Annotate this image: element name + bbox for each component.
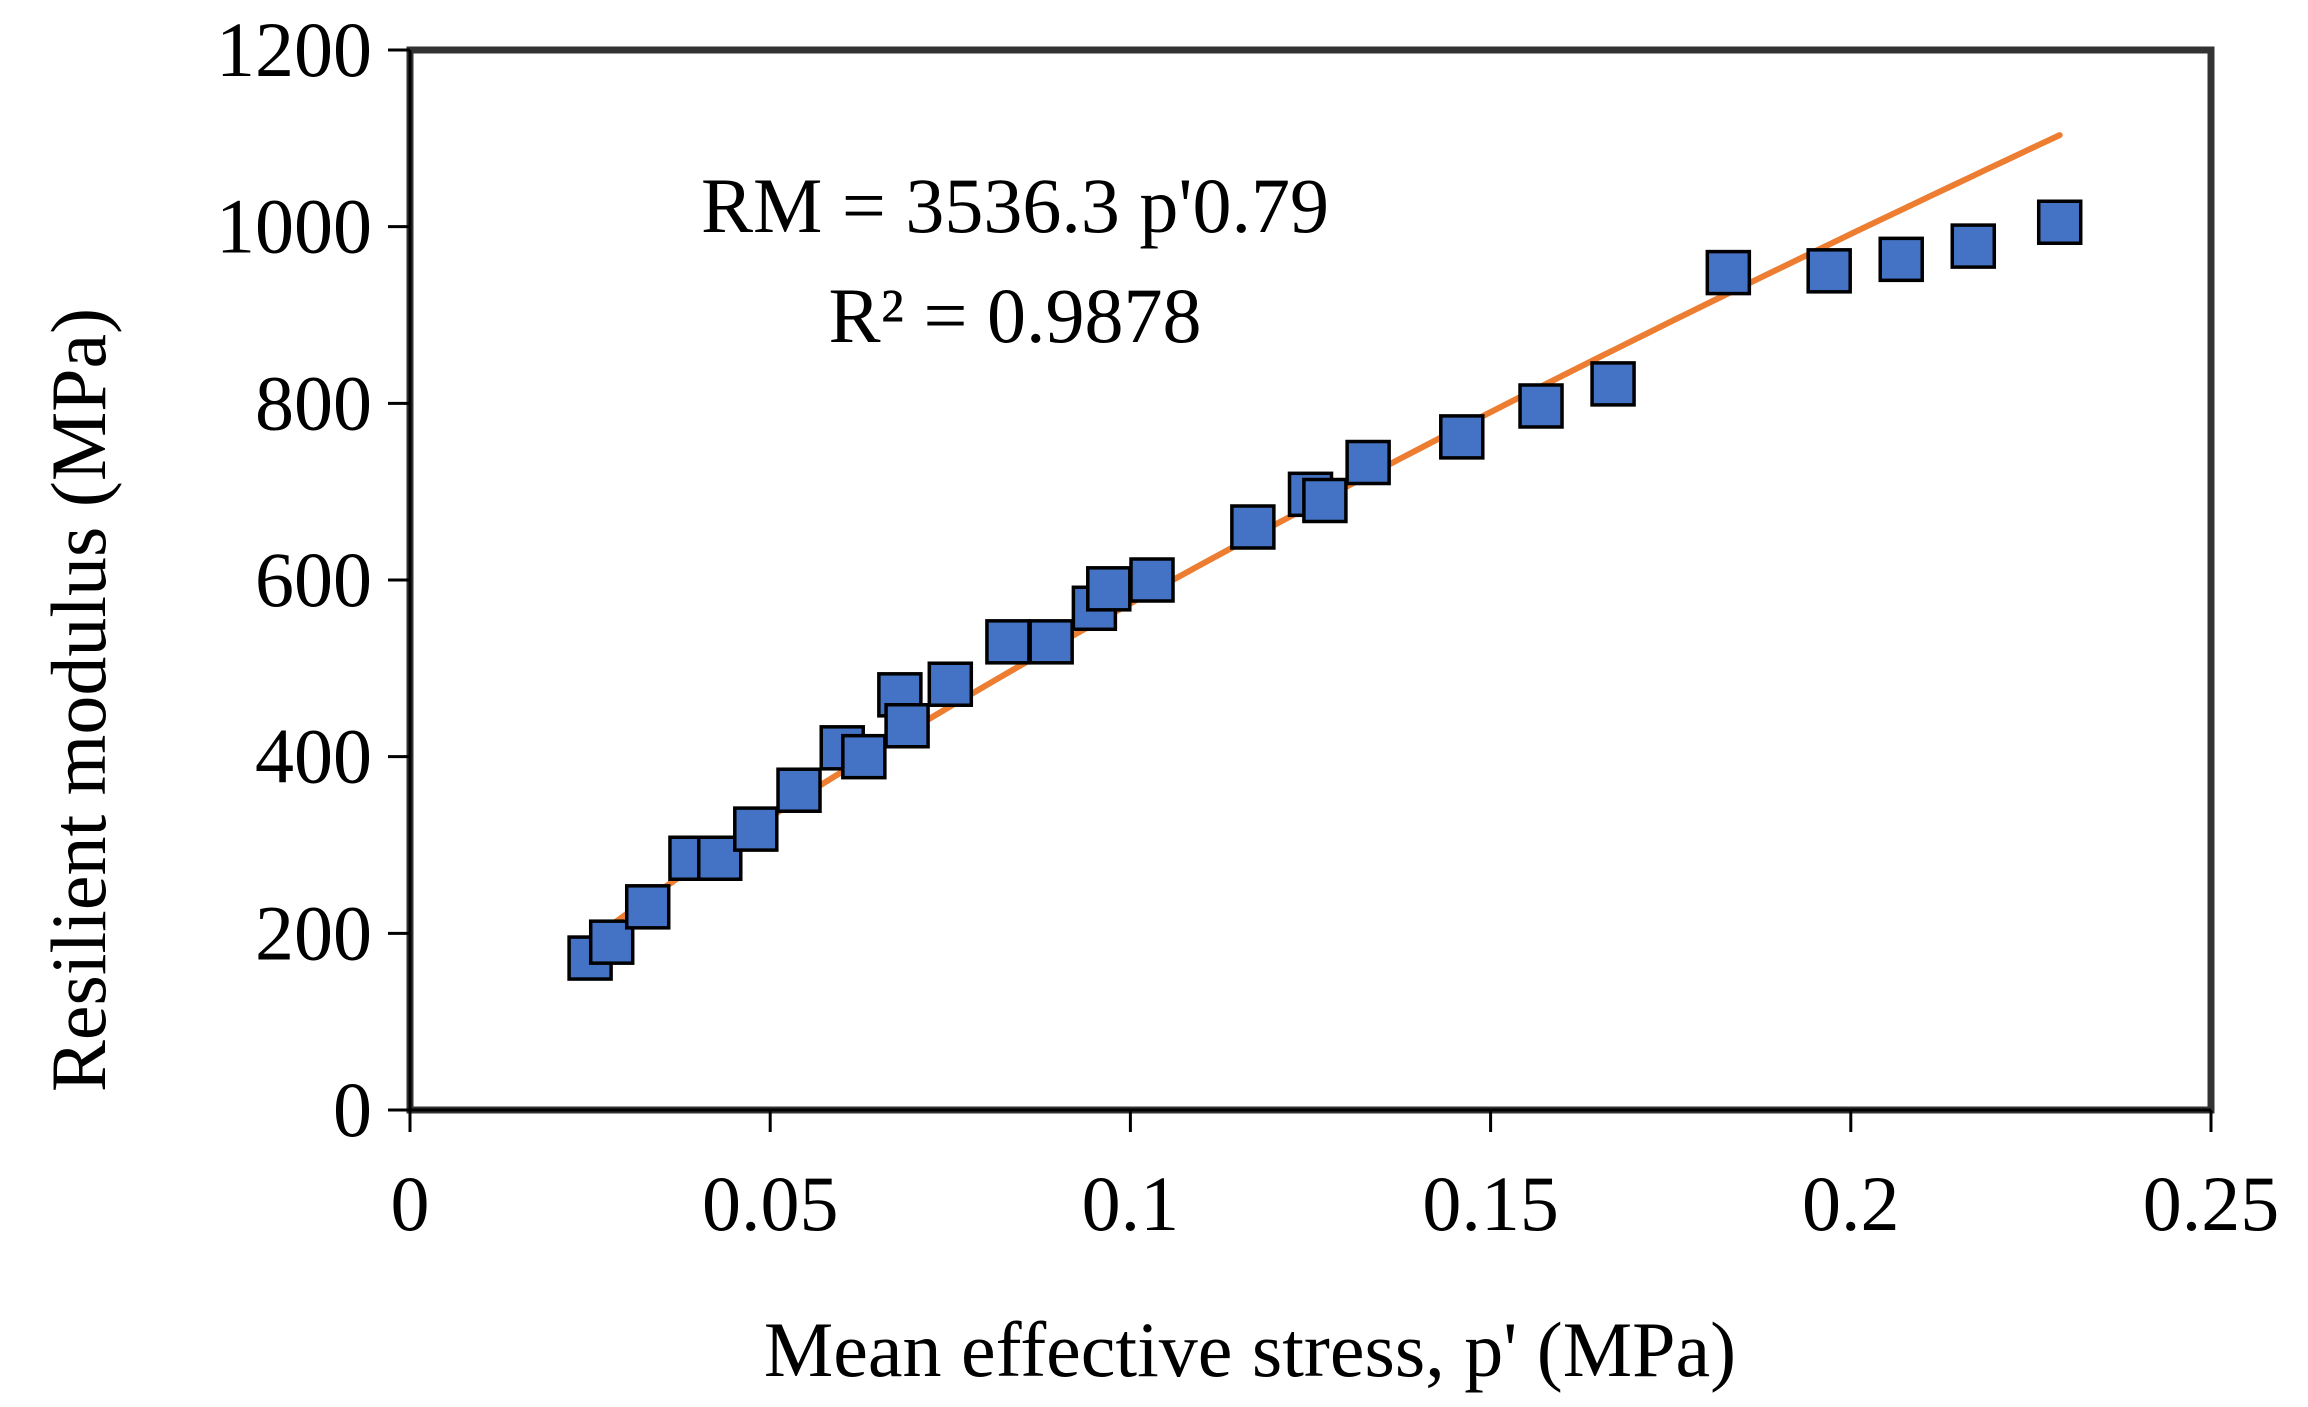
data-point: [1028, 619, 1074, 665]
data-point: [1518, 383, 1564, 429]
data-point: [2036, 199, 2083, 245]
y-tick-label: 1200: [216, 6, 372, 93]
y-tick-label: 0: [333, 1066, 372, 1153]
data-point: [624, 884, 671, 930]
x-tick-label: 0.05: [702, 1160, 839, 1247]
data-point: [1302, 477, 1348, 524]
x-tick-label: 0: [391, 1160, 430, 1247]
data-points-layer: [567, 199, 2083, 981]
y-axis: 0 200 400 600 800 1000 1200: [216, 6, 412, 1153]
data-point: [1950, 223, 1997, 269]
data-point: [588, 919, 635, 965]
data-point: [1806, 248, 1852, 294]
y-tick-label: 200: [255, 889, 372, 976]
x-tick-label: 0.1: [1082, 1160, 1180, 1247]
x-tick-label: 0.25: [2143, 1160, 2280, 1247]
data-point: [1878, 236, 1924, 283]
data-point: [1590, 361, 1636, 407]
data-point: [1129, 557, 1175, 603]
data-point: [927, 661, 974, 707]
data-point: [1086, 566, 1132, 612]
y-tick-label: 600: [255, 536, 372, 623]
y-tick-label: 1000: [216, 183, 372, 270]
data-point: [841, 733, 887, 780]
x-tick-label: 0.15: [1422, 1160, 1559, 1247]
data-point: [985, 619, 1031, 665]
x-axis-title: Mean effective stress, p' (MPa): [764, 1306, 1736, 1393]
y-tick-label: 800: [255, 359, 372, 446]
r-squared-label: R² = 0.9878: [829, 272, 1202, 359]
data-point: [1439, 414, 1485, 460]
x-tick-label: 0.2: [1802, 1160, 1900, 1247]
data-point: [1230, 504, 1276, 550]
data-point: [1345, 439, 1391, 486]
data-point: [884, 703, 930, 749]
data-point: [1705, 249, 1752, 296]
fit-equation: RM = 3536.3 p'0.79: [701, 162, 1329, 249]
data-point: [733, 806, 779, 852]
data-point: [776, 767, 822, 813]
y-tick-label: 400: [255, 713, 372, 800]
x-axis: 0 0.05 0.1 0.15 0.2 0.25: [391, 1108, 2280, 1247]
y-axis-title: Resilient modulus (MPa): [35, 308, 122, 1092]
